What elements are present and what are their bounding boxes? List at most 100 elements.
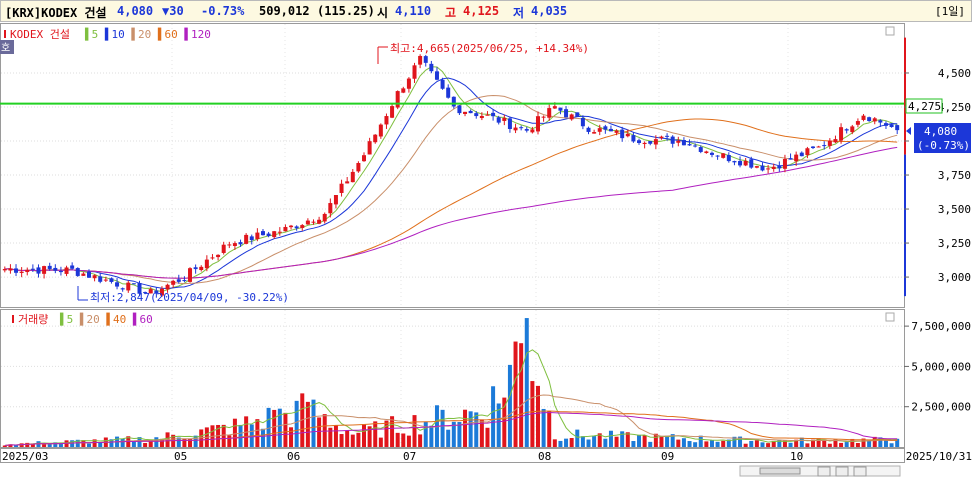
period-selector[interactable]: [1일]	[935, 5, 965, 18]
side-tab[interactable]	[0, 40, 14, 54]
candle-body	[754, 166, 759, 168]
volume-bar	[193, 435, 198, 447]
candle-body	[451, 96, 456, 107]
volume-bar	[423, 421, 428, 447]
x-tick-label: 2025/10/31	[906, 450, 972, 463]
volume-bar	[535, 385, 540, 447]
candle-body	[709, 152, 714, 155]
volume-bar	[850, 438, 855, 447]
scroll-bar[interactable]	[739, 465, 901, 477]
volume-bar	[232, 418, 237, 447]
volume-bar	[855, 443, 860, 447]
candle-body	[137, 282, 142, 294]
volume-bar	[732, 436, 737, 447]
candle-body	[64, 267, 69, 274]
volume-bar	[367, 426, 372, 447]
volume-bar	[867, 440, 872, 447]
volume-bar	[182, 438, 187, 447]
candle-body	[2, 268, 7, 271]
volume-bar	[507, 364, 512, 447]
ma-legend-entry: ▌120	[178, 27, 211, 41]
volume-y-tick: 5,000,000	[911, 360, 971, 373]
candle-body	[294, 226, 299, 229]
volume-bar	[451, 421, 456, 447]
volume-bar	[743, 443, 748, 447]
candle-body	[244, 234, 249, 244]
volume-bar	[176, 437, 181, 447]
volume-bar	[277, 408, 282, 447]
x-tick-label: 07	[403, 450, 416, 463]
candle-body	[92, 275, 97, 279]
candle-body	[345, 181, 350, 184]
scroll-thumb[interactable]	[759, 467, 801, 475]
volume-bar	[693, 442, 698, 447]
price-panel-frame	[0, 23, 905, 308]
volume-bar	[496, 403, 501, 447]
candle-body	[53, 267, 58, 271]
volume-bar	[19, 443, 24, 447]
volume-ratio: (115.25)	[317, 4, 375, 18]
price-plot	[0, 37, 906, 298]
candle-body	[681, 140, 686, 146]
candle-body	[311, 221, 316, 223]
volume-bar	[188, 438, 193, 447]
candle-body	[715, 155, 720, 157]
candle-body	[272, 231, 277, 238]
volume-bar	[822, 439, 827, 447]
axes: 4,5004,2504,0003,7503,5003,2503,0007,500…	[2, 67, 972, 463]
candle-body	[317, 219, 322, 224]
current-price: 4,080	[117, 4, 154, 18]
candle-body	[558, 107, 563, 111]
high-price: 4,125	[463, 4, 500, 18]
volume-bar	[614, 436, 619, 447]
volume-bar	[463, 409, 468, 447]
volume-bar	[350, 434, 355, 447]
x-tick-label: 05	[174, 450, 187, 463]
reset-view-button[interactable]	[853, 466, 867, 477]
candle-body	[479, 115, 484, 119]
candle-body	[811, 146, 816, 149]
volume-bar	[406, 435, 411, 447]
candle-body	[159, 288, 164, 296]
candle-body	[749, 159, 754, 168]
high-annotation: 최고:4,665(2025/06/25, +14.34%)	[377, 42, 589, 64]
volume-bar	[154, 437, 159, 447]
candle-body	[434, 71, 439, 80]
volume-bar	[260, 428, 265, 447]
candle-body	[738, 160, 743, 166]
price-panel-close[interactable]	[885, 26, 895, 36]
candle-body	[70, 265, 75, 269]
zoom-in-button[interactable]	[835, 466, 849, 477]
ma-legend-entry: ▌5	[84, 27, 98, 41]
candle-body	[401, 88, 406, 93]
volume-bar	[468, 411, 473, 447]
volume-panel-close[interactable]	[885, 312, 895, 322]
candle-body	[120, 288, 125, 290]
candle-body	[726, 155, 731, 162]
candle-body	[867, 117, 872, 122]
volume-bar	[597, 433, 602, 447]
candle-body	[496, 117, 501, 123]
candle-body	[457, 105, 462, 114]
candle-body	[109, 278, 114, 282]
ma-legend-entry: ▌60	[151, 27, 178, 41]
volume-bar	[412, 415, 417, 447]
volume-bar	[833, 439, 838, 447]
volume-bar	[373, 421, 378, 447]
volume-bar	[592, 436, 597, 447]
candle-body	[176, 279, 181, 282]
ma-legend-entry: ▌5	[59, 312, 73, 326]
candle-body	[485, 114, 490, 116]
x-tick-label: 06	[287, 450, 300, 463]
candle-body	[816, 146, 821, 148]
candle-body	[552, 106, 557, 109]
volume-bar	[861, 438, 866, 447]
candle-body	[115, 282, 120, 287]
candle-body	[322, 213, 327, 222]
zoom-out-button[interactable]	[817, 466, 831, 477]
candle-body	[592, 132, 597, 134]
current-price-tag-box	[914, 123, 971, 153]
candle-body	[524, 129, 529, 131]
candle-body	[861, 115, 866, 120]
low-price: 4,035	[531, 4, 568, 18]
